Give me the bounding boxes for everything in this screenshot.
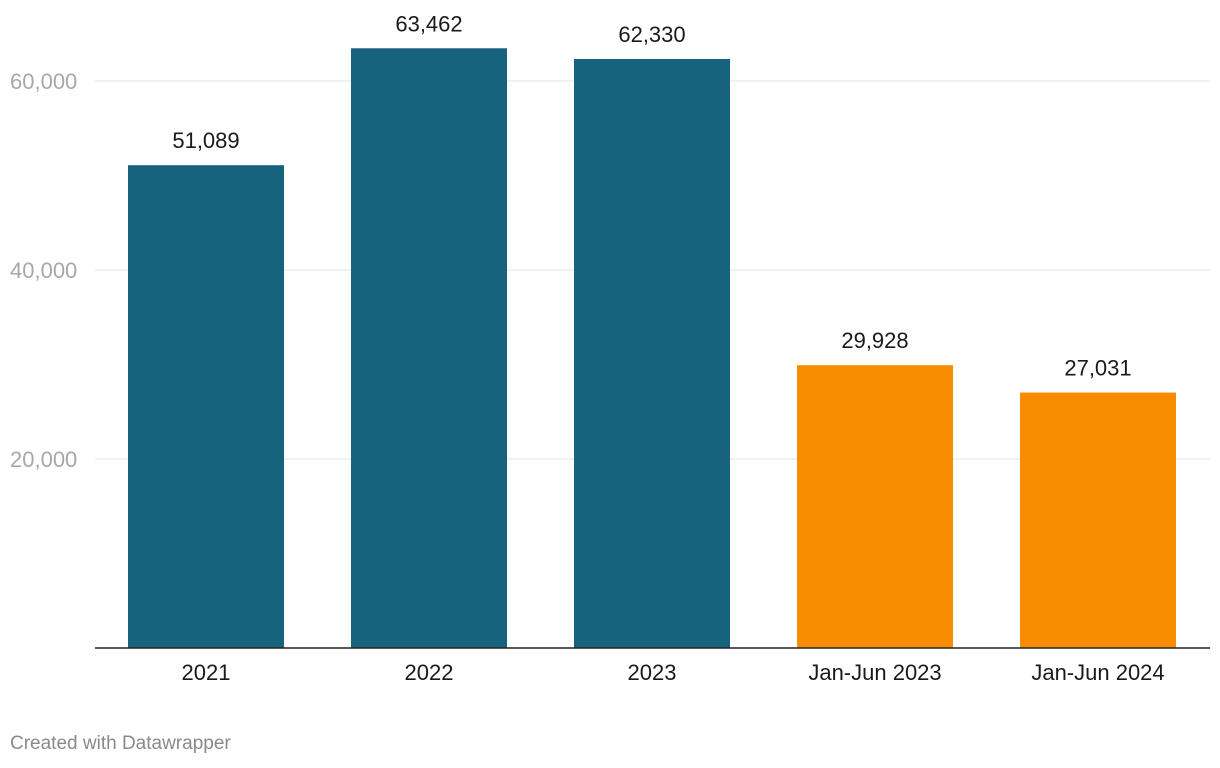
bar (574, 58, 730, 648)
x-tick-label: 2022 (405, 660, 454, 685)
x-tick-label: 2023 (628, 660, 677, 685)
x-tick-label: Jan-Jun 2024 (1031, 660, 1164, 685)
bar-value-label: 29,928 (841, 328, 908, 353)
x-tick-label: 2021 (182, 660, 231, 685)
label-layer: 20,000 40,000 60,000 51,089 2021 63,462 2022 62… (10, 11, 1165, 685)
bar-value-label: 62,330 (618, 22, 685, 47)
bar-value-label: 63,462 (395, 11, 462, 36)
y-tick-label: 40,000 (10, 258, 77, 283)
bar (128, 165, 284, 648)
bar (1020, 392, 1176, 648)
bar-layer (128, 48, 1176, 648)
bar-value-label: 27,031 (1064, 356, 1131, 381)
bar-value-label: 51,089 (172, 128, 239, 153)
y-tick-label: 60,000 (10, 69, 77, 94)
x-tick-label: Jan-Jun 2023 (808, 660, 941, 685)
y-tick-label: 20,000 (10, 447, 77, 472)
bar (351, 48, 507, 648)
datawrapper-credit: Created with Datawrapper (10, 733, 231, 754)
bar (797, 365, 953, 648)
